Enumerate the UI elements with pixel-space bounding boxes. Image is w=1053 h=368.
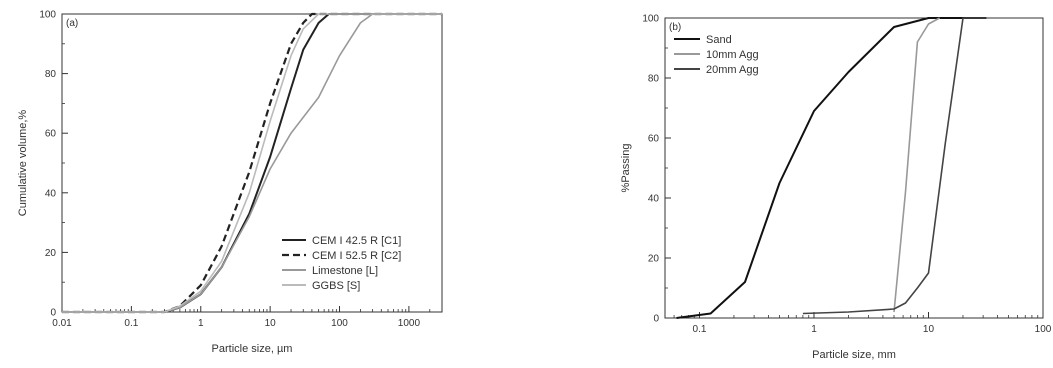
y-axis-title: Cumulative volume,% bbox=[17, 110, 29, 217]
y-tick-label: 40 bbox=[648, 194, 660, 205]
series-line-2 bbox=[802, 17, 987, 315]
legend-label-0: CEM I 42.5 R [C1] bbox=[312, 235, 401, 247]
y-tick-label: 20 bbox=[45, 248, 57, 259]
x-tick-label: 100 bbox=[1035, 324, 1052, 335]
legend-label-3: GGBS [S] bbox=[312, 280, 360, 292]
y-tick-label: 80 bbox=[648, 74, 660, 85]
legend-label-0: Sand bbox=[706, 34, 732, 46]
y-axis-title: %Passing bbox=[620, 144, 632, 193]
series-line-0 bbox=[676, 17, 987, 319]
y-tick-label: 80 bbox=[45, 69, 57, 80]
y-tick-label: 100 bbox=[39, 10, 56, 21]
y-tick-label: 40 bbox=[45, 188, 57, 199]
series-line-3 bbox=[62, 13, 442, 313]
panel-label: (b) bbox=[669, 22, 681, 33]
legend-label-2: Limestone [L] bbox=[312, 265, 378, 277]
x-tick-label: 0.1 bbox=[693, 324, 707, 335]
x-tick-label: 1000 bbox=[398, 318, 421, 329]
x-tick-label: 100 bbox=[331, 318, 348, 329]
panel-label: (a) bbox=[66, 18, 78, 29]
plot-frame bbox=[664, 17, 1044, 319]
x-axis-title: Particle size, µm bbox=[212, 343, 293, 355]
y-tick-label: 0 bbox=[653, 314, 659, 325]
series-line-2 bbox=[62, 13, 442, 313]
x-tick-label: 1 bbox=[811, 324, 817, 335]
legend-label-1: 10mm Agg bbox=[706, 49, 759, 61]
y-tick-label: 20 bbox=[648, 254, 660, 265]
series-line-1 bbox=[893, 17, 940, 313]
y-tick-label: 0 bbox=[50, 308, 56, 319]
x-tick-label: 1 bbox=[198, 318, 204, 329]
x-axis-title: Particle size, mm bbox=[812, 349, 896, 361]
x-tick-label: 0.01 bbox=[52, 318, 72, 329]
legend-label-2: 20mm Agg bbox=[706, 64, 759, 76]
legend-label-1: CEM I 52.5 R [C2] bbox=[312, 250, 401, 262]
y-tick-label: 60 bbox=[45, 129, 57, 140]
y-tick-label: 60 bbox=[648, 134, 660, 145]
x-tick-label: 10 bbox=[265, 318, 277, 329]
y-tick-label: 100 bbox=[642, 14, 659, 25]
x-tick-label: 10 bbox=[923, 324, 935, 335]
x-tick-label: 0.1 bbox=[124, 318, 138, 329]
